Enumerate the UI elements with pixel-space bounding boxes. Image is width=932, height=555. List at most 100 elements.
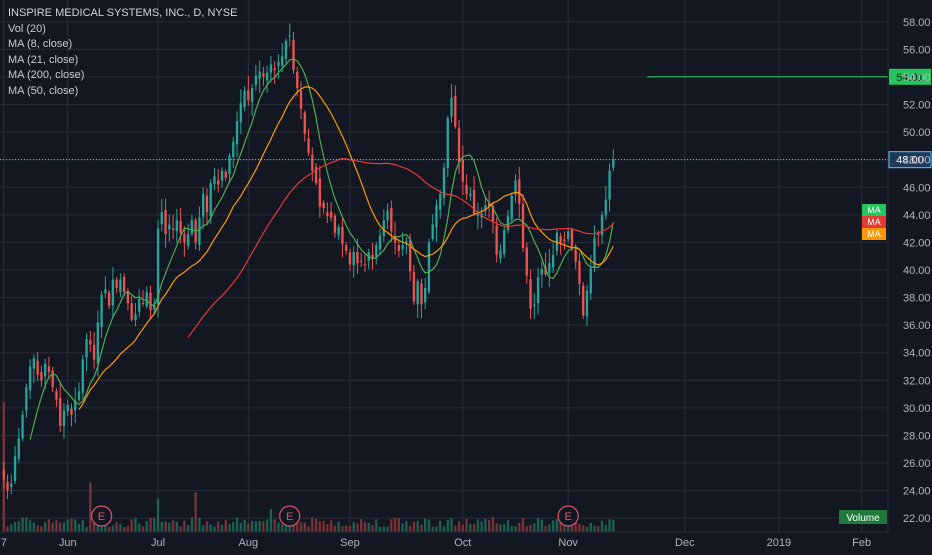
price-tick-label: 32.00 [903, 375, 931, 387]
candle-body [348, 252, 352, 265]
candle-body [333, 215, 337, 233]
candle-body [401, 245, 404, 249]
ma-badge [862, 204, 886, 216]
volume-bar [47, 519, 51, 532]
candle-body [442, 167, 446, 198]
candle-body [446, 118, 449, 169]
volume-bar [292, 522, 295, 532]
price-tick-label: 44.00 [903, 210, 931, 222]
volume-bar [25, 517, 28, 532]
legend-ma8[interactable]: MA (8, close) [8, 38, 73, 50]
volume-bar [503, 524, 506, 532]
candle [277, 54, 280, 79]
candle [149, 285, 152, 319]
candle [198, 206, 201, 251]
candle-body [85, 338, 88, 358]
candle-body [503, 230, 506, 254]
candle [589, 254, 592, 300]
candle [59, 384, 62, 432]
volume-bar [220, 524, 224, 532]
volume-bar [179, 526, 182, 532]
volume-bar [431, 526, 434, 532]
candle [85, 333, 88, 372]
volume-bar [597, 526, 600, 532]
volume-bar [585, 526, 589, 532]
volume-bar [536, 517, 540, 532]
candle [360, 252, 363, 267]
volume-bar [265, 519, 269, 532]
volume-bar [514, 526, 517, 532]
candle-body [329, 211, 333, 218]
candle [17, 427, 20, 463]
candle-body [28, 366, 32, 391]
candle [416, 278, 419, 319]
candle-body [55, 391, 58, 400]
volume-bar [213, 526, 216, 532]
candle-body [126, 290, 130, 304]
candle [175, 208, 179, 243]
candle [183, 226, 186, 257]
volume-bar [17, 521, 20, 532]
candle-body [123, 276, 126, 293]
candle [6, 474, 9, 499]
volume-bar [529, 525, 532, 532]
candles[interactable] [2, 23, 615, 499]
candle-body [559, 236, 562, 243]
candle-body [311, 154, 314, 171]
overlays: 48.00 54.01 MA MA MA Volume E E E [0, 68, 932, 527]
price-tick-label: 52.00 [903, 100, 931, 112]
candle-body [405, 241, 408, 243]
volume-bar [262, 521, 265, 532]
volume-bar [311, 517, 314, 532]
candle [510, 192, 513, 224]
candle [487, 190, 491, 218]
candle [533, 293, 536, 319]
candle-body [17, 438, 20, 459]
axes: 22.00 24.00 26.00 28.00 30.00 32.00 34.00 36.00… [1, 17, 931, 549]
candle-body [472, 190, 476, 214]
candle-body [21, 414, 24, 439]
candle-body [563, 239, 566, 242]
candle [600, 211, 604, 245]
candle [288, 23, 291, 47]
volume-bar [382, 526, 385, 532]
legend-ma21[interactable]: MA (21, close) [8, 53, 79, 66]
volume-bar [171, 520, 175, 532]
candle-body [378, 235, 382, 250]
volume-bar [209, 524, 212, 532]
candle [469, 187, 472, 201]
volume-bar [254, 521, 258, 532]
volume-bar [28, 520, 32, 532]
volume-bar [521, 517, 525, 532]
candle-body [578, 261, 581, 284]
volume-bar [578, 523, 581, 532]
candle [382, 209, 385, 243]
candle-body [254, 75, 258, 86]
volume-bar [518, 522, 521, 532]
candle-body [465, 184, 468, 195]
time-tick-label: Jul [151, 537, 165, 549]
legend-ma200[interactable]: MA (200, close) [8, 69, 85, 81]
candle [408, 233, 412, 282]
candle [89, 330, 92, 353]
symbol-title[interactable]: INSPIRE MEDICAL SYSTEMS, INC., D, NYSE [8, 7, 238, 19]
candle [348, 248, 352, 271]
candle [578, 252, 581, 296]
candle [13, 445, 17, 485]
candle-body [59, 398, 62, 426]
volume-bar [205, 521, 209, 532]
candle [269, 55, 273, 83]
candle-body [168, 224, 171, 230]
volume-bar [115, 522, 118, 532]
candle [209, 179, 212, 225]
candle [345, 242, 348, 255]
legend-vol[interactable]: Vol (20) [8, 22, 46, 35]
price-tick-label: 48.00 [903, 155, 931, 167]
volume-bar [59, 522, 62, 532]
volume-bar [224, 519, 227, 532]
legend-ma50[interactable]: MA (50, close) [8, 84, 79, 97]
earnings-marker [90, 505, 113, 527]
moving-averages [29, 58, 614, 440]
